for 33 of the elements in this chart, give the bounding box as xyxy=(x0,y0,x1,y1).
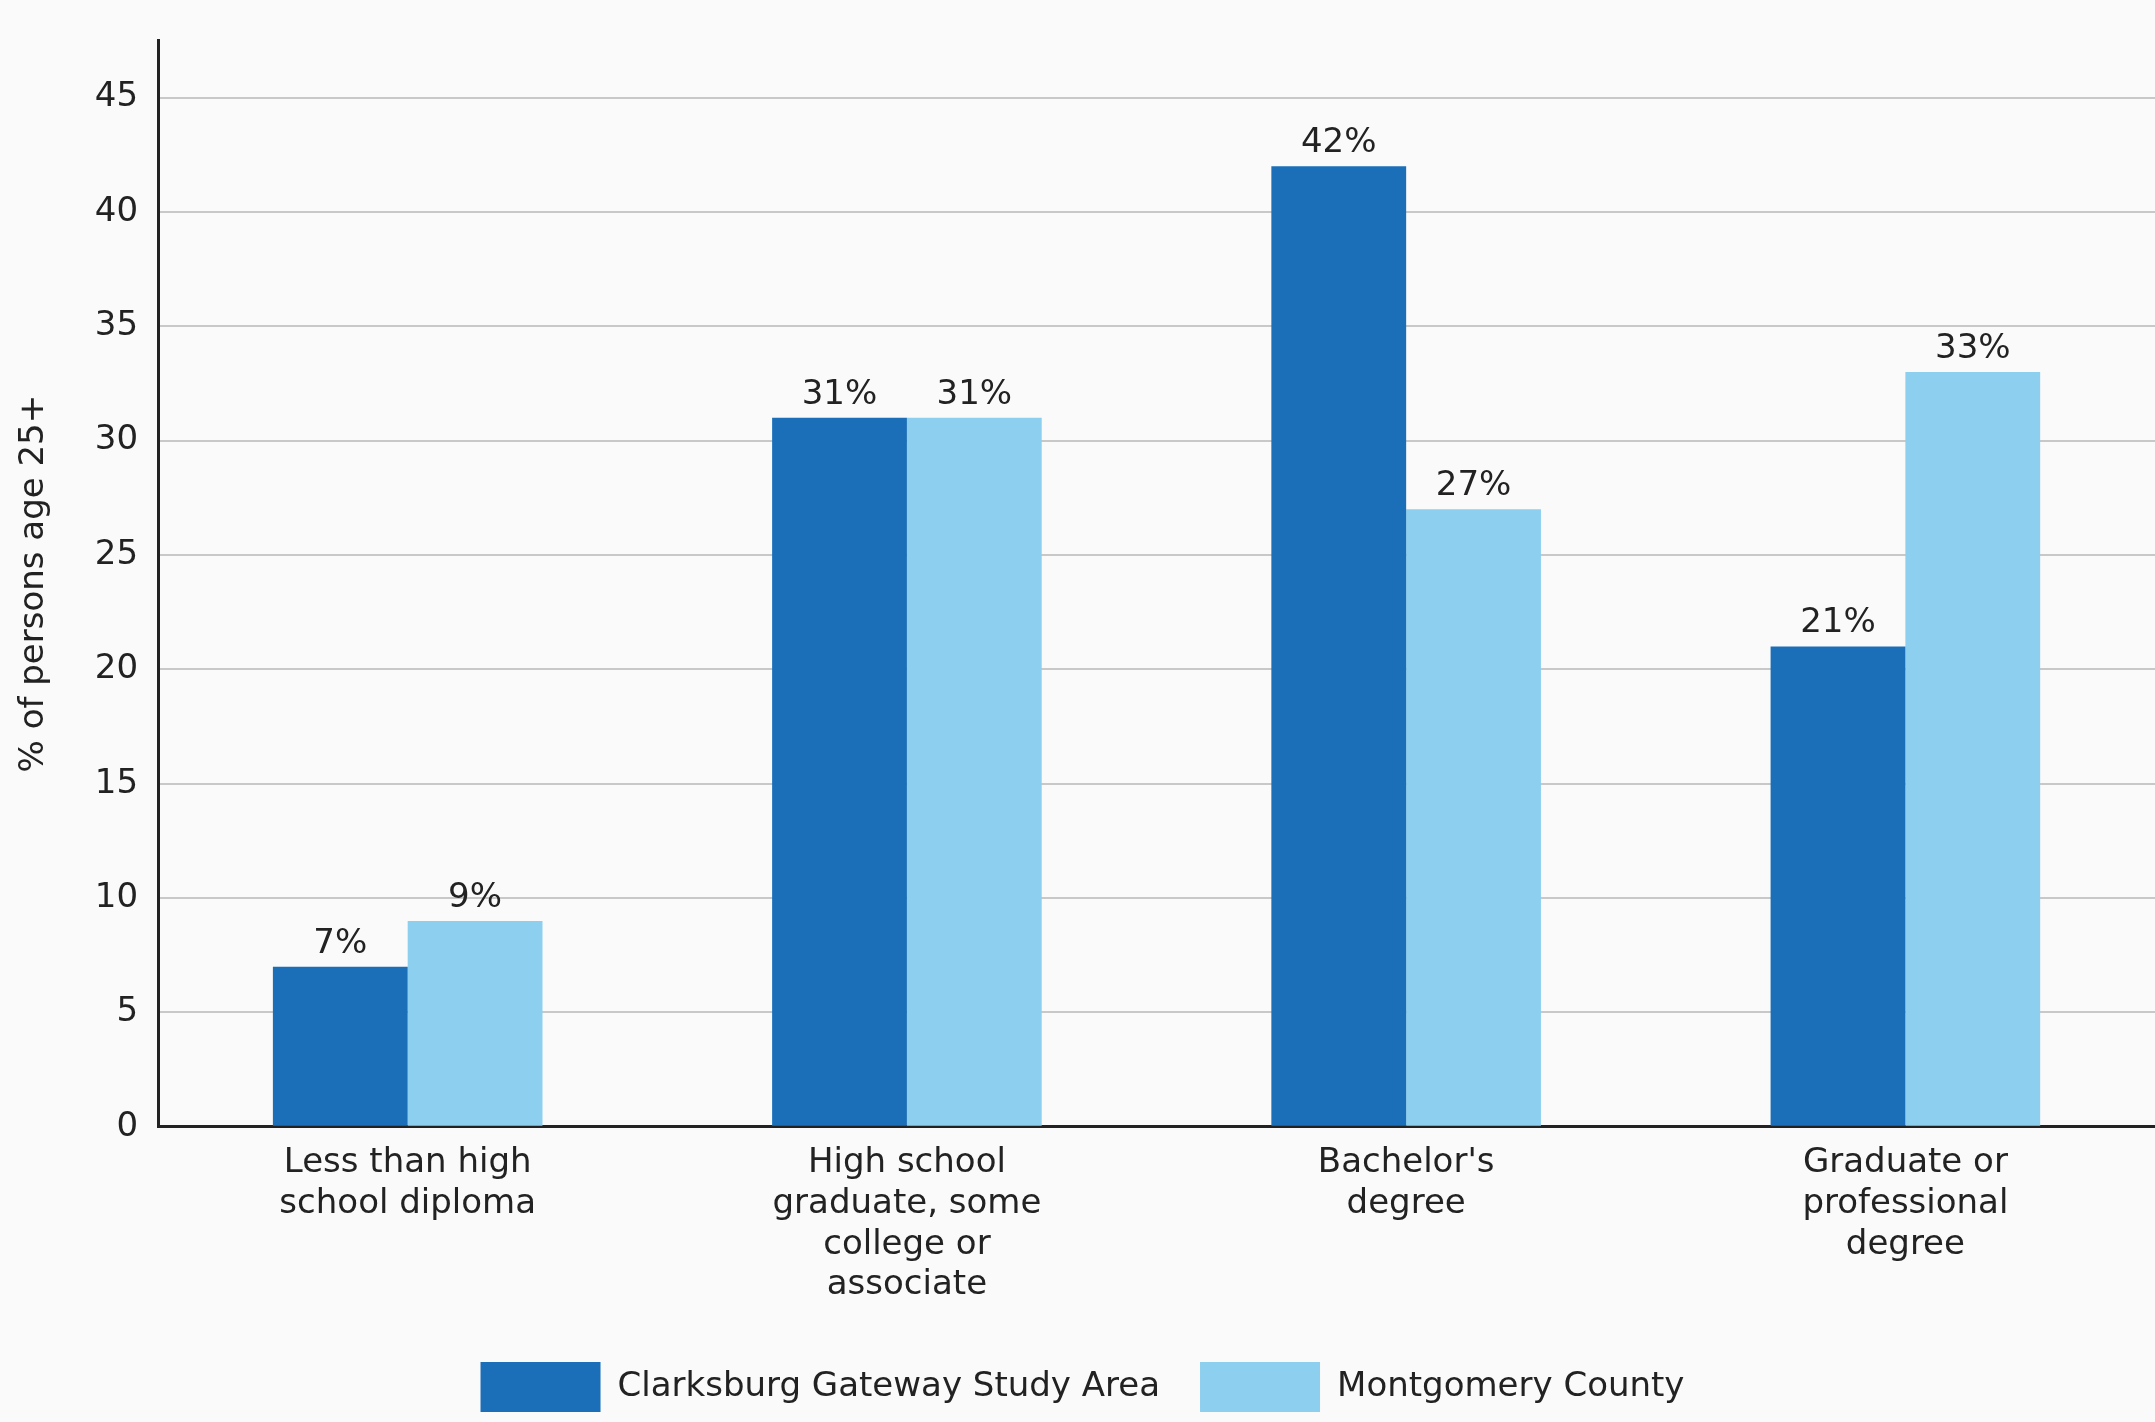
y-tick-label: 35 xyxy=(94,303,139,344)
data-label: 27% xyxy=(1435,463,1512,504)
y-tick-label: 10 xyxy=(94,874,139,915)
data-label: 9% xyxy=(448,874,503,915)
data-label: 21% xyxy=(1800,600,1876,641)
y-tick-label: 5 xyxy=(116,989,139,1030)
x-tick-label: Graduate or professional degree xyxy=(1802,1140,2009,1262)
bar xyxy=(906,417,1042,1126)
y-tick-label: 45 xyxy=(94,74,139,115)
bar xyxy=(1905,372,2041,1126)
y-tick-label: 20 xyxy=(94,646,139,687)
data-label: 33% xyxy=(1934,325,2011,366)
data-label: 31% xyxy=(936,371,1013,412)
x-tick-label: Less than high school diploma xyxy=(279,1140,536,1221)
x-tick-label: Bachelor's degree xyxy=(1317,1140,1495,1221)
data-label: 7% xyxy=(313,920,368,961)
legend-label: Clarksburg Gateway Study Area xyxy=(617,1363,1161,1404)
bar xyxy=(772,417,907,1126)
y-axis-title: % of persons age 25+ xyxy=(11,394,52,773)
y-tick-label: 30 xyxy=(94,417,139,458)
y-tick-label: 40 xyxy=(94,188,139,229)
bar xyxy=(407,920,543,1126)
y-tick-label: 15 xyxy=(94,760,139,801)
legend-label: Montgomery County xyxy=(1337,1363,1685,1404)
x-tick-label: High school graduate, some college or associate xyxy=(772,1140,1042,1303)
y-tick-label: 25 xyxy=(94,531,139,572)
bar xyxy=(1406,509,1541,1126)
bar xyxy=(1271,166,1407,1126)
y-tick-label: 0 xyxy=(116,1103,139,1144)
data-label: 31% xyxy=(801,371,878,412)
bar xyxy=(272,966,408,1126)
data-label: 42% xyxy=(1300,120,1377,161)
bar xyxy=(1770,646,1906,1126)
